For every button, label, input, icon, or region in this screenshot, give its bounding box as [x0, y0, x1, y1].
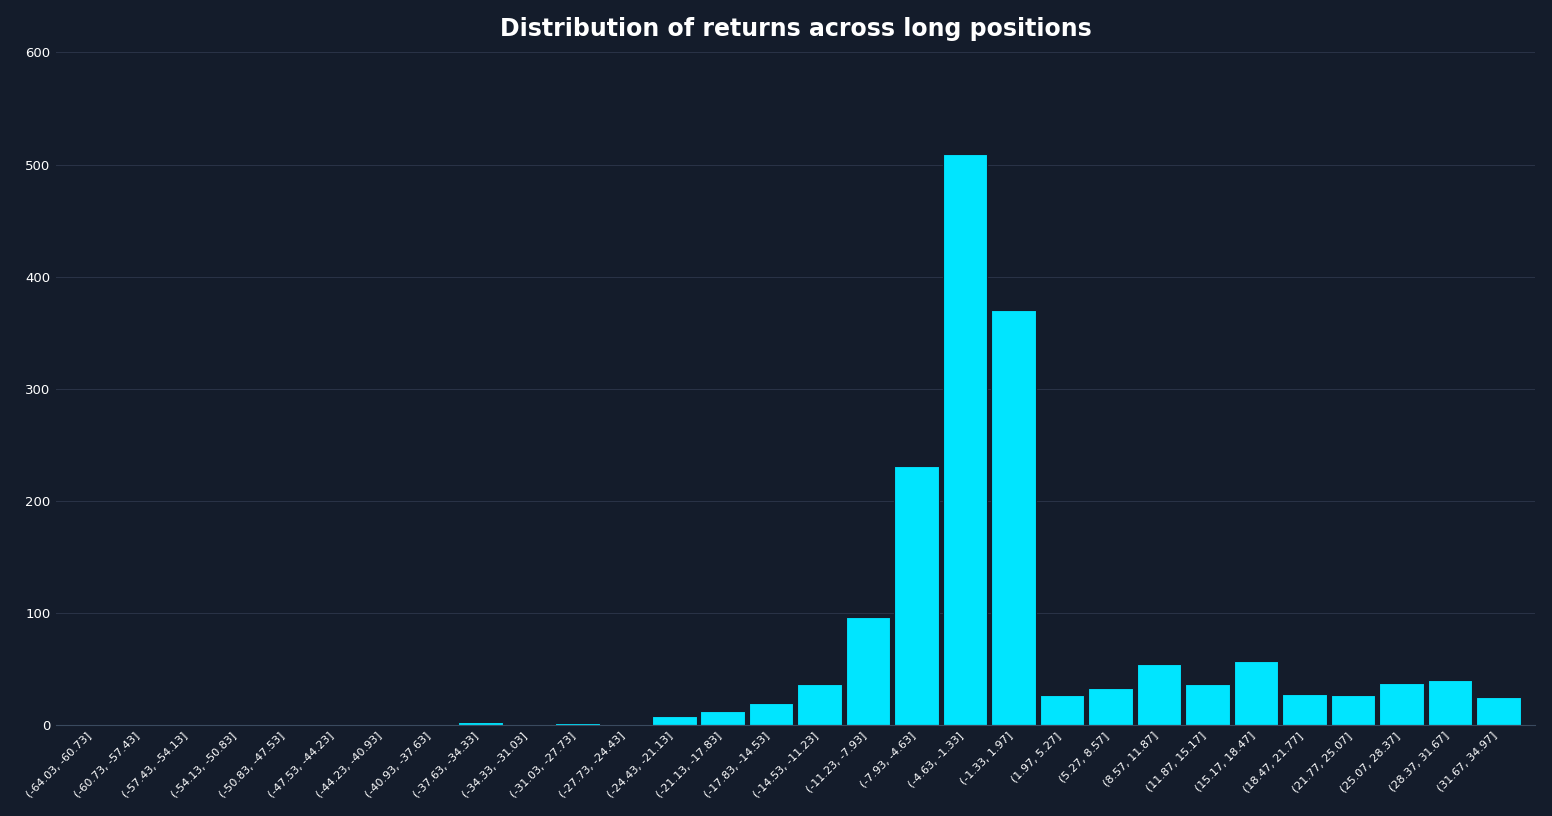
Bar — [1282, 694, 1327, 725]
Bar — [652, 716, 697, 725]
Bar — [1088, 689, 1133, 725]
Bar — [992, 310, 1035, 725]
Title: Distribution of returns across long positions: Distribution of returns across long posi… — [500, 16, 1091, 41]
Bar — [1186, 684, 1229, 725]
Bar — [1476, 698, 1521, 725]
Bar — [798, 684, 843, 725]
Bar — [894, 466, 939, 725]
Bar — [556, 723, 599, 725]
Bar — [750, 703, 793, 725]
Bar — [942, 154, 987, 725]
Bar — [846, 617, 891, 725]
Bar — [1428, 681, 1473, 725]
Bar — [1040, 695, 1085, 725]
Bar — [458, 722, 503, 725]
Bar — [1234, 662, 1279, 725]
Bar — [1136, 663, 1181, 725]
Bar — [1330, 695, 1375, 725]
Bar — [700, 711, 745, 725]
Bar — [1380, 683, 1423, 725]
